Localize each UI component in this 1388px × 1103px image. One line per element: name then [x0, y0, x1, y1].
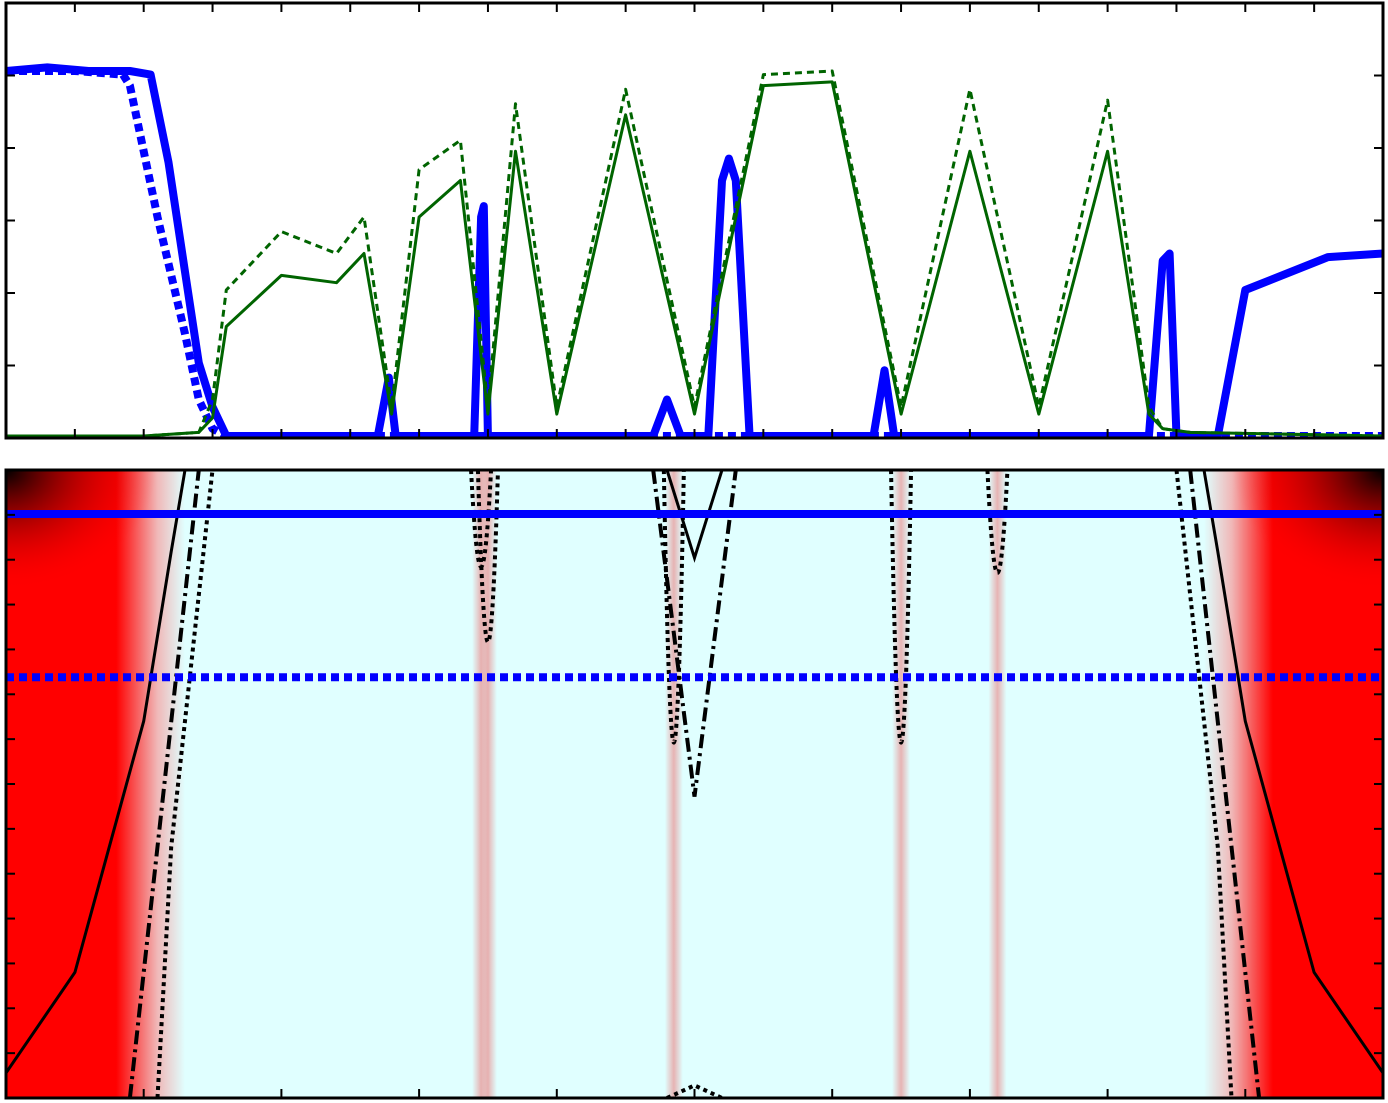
contour-line-7 — [665, 470, 724, 563]
contour-line-1 — [6, 470, 187, 1074]
heatmap-corner-right — [1233, 470, 1383, 590]
contour-notch-3 — [889, 470, 914, 745]
contour-line-2 — [1202, 470, 1383, 1074]
contour-notch-5 — [475, 470, 500, 644]
top-series-line-2 — [6, 67, 1383, 438]
top-plot-frame — [4, 1, 1385, 440]
bottom-plot-frame — [4, 468, 1385, 1100]
contour-line-8 — [651, 470, 738, 797]
contour-line-9 — [666, 1083, 723, 1098]
contour-notch-2 — [661, 470, 686, 745]
contour-line-3 — [127, 470, 201, 1098]
contour-line-5 — [155, 470, 215, 1098]
bottom-panel — [4, 468, 1385, 1100]
heatmap-band-2 — [664, 470, 683, 1098]
top-series-line-3 — [6, 80, 1383, 438]
top-panel — [4, 1, 1385, 440]
contour-line-4 — [1188, 470, 1262, 1098]
heatmap-band-4 — [988, 470, 1007, 1098]
heatmap-band-5 — [478, 470, 497, 1098]
heatmap-band-3 — [892, 470, 911, 1098]
heatmap-corner-left — [6, 470, 156, 590]
contour-line-6 — [1174, 470, 1234, 1098]
top-series-line-4 — [6, 69, 1383, 438]
